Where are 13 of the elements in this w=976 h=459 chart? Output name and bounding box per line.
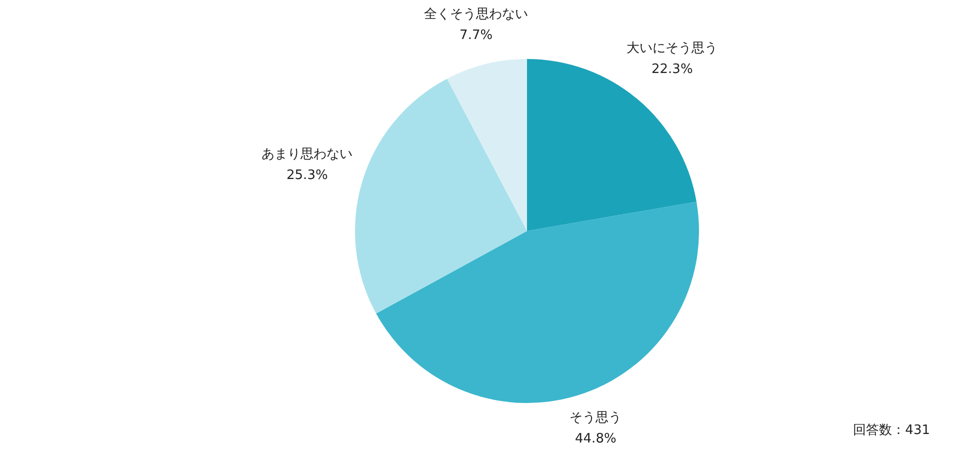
data-label: 22.3% <box>652 62 693 77</box>
pie-slice <box>376 202 699 403</box>
data-label: 7.7% <box>460 27 493 42</box>
data-label: 44.8% <box>575 430 616 446</box>
pie-slice <box>355 78 527 314</box>
slice-label: あまり思わない <box>262 146 353 162</box>
slice-label: 全くそう思わない <box>424 6 528 22</box>
slice-label: そう思う <box>570 410 622 425</box>
data-label: 25.3% <box>286 168 328 183</box>
pie-slice <box>447 59 527 231</box>
slice-label: 大いにそう思う <box>626 40 718 56</box>
text: 回答数：431 <box>853 422 930 439</box>
pie-slice <box>527 59 696 231</box>
